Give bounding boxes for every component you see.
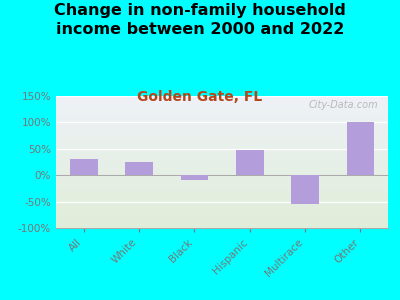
Text: City-Data.com: City-Data.com <box>308 100 378 110</box>
Bar <box>346 122 374 175</box>
Bar <box>180 175 208 181</box>
Text: Change in non-family household
income between 2000 and 2022: Change in non-family household income be… <box>54 3 346 37</box>
Text: Golden Gate, FL: Golden Gate, FL <box>137 90 263 104</box>
Bar <box>125 162 153 175</box>
Bar <box>291 175 319 204</box>
Bar <box>236 150 264 175</box>
Bar <box>70 159 98 175</box>
